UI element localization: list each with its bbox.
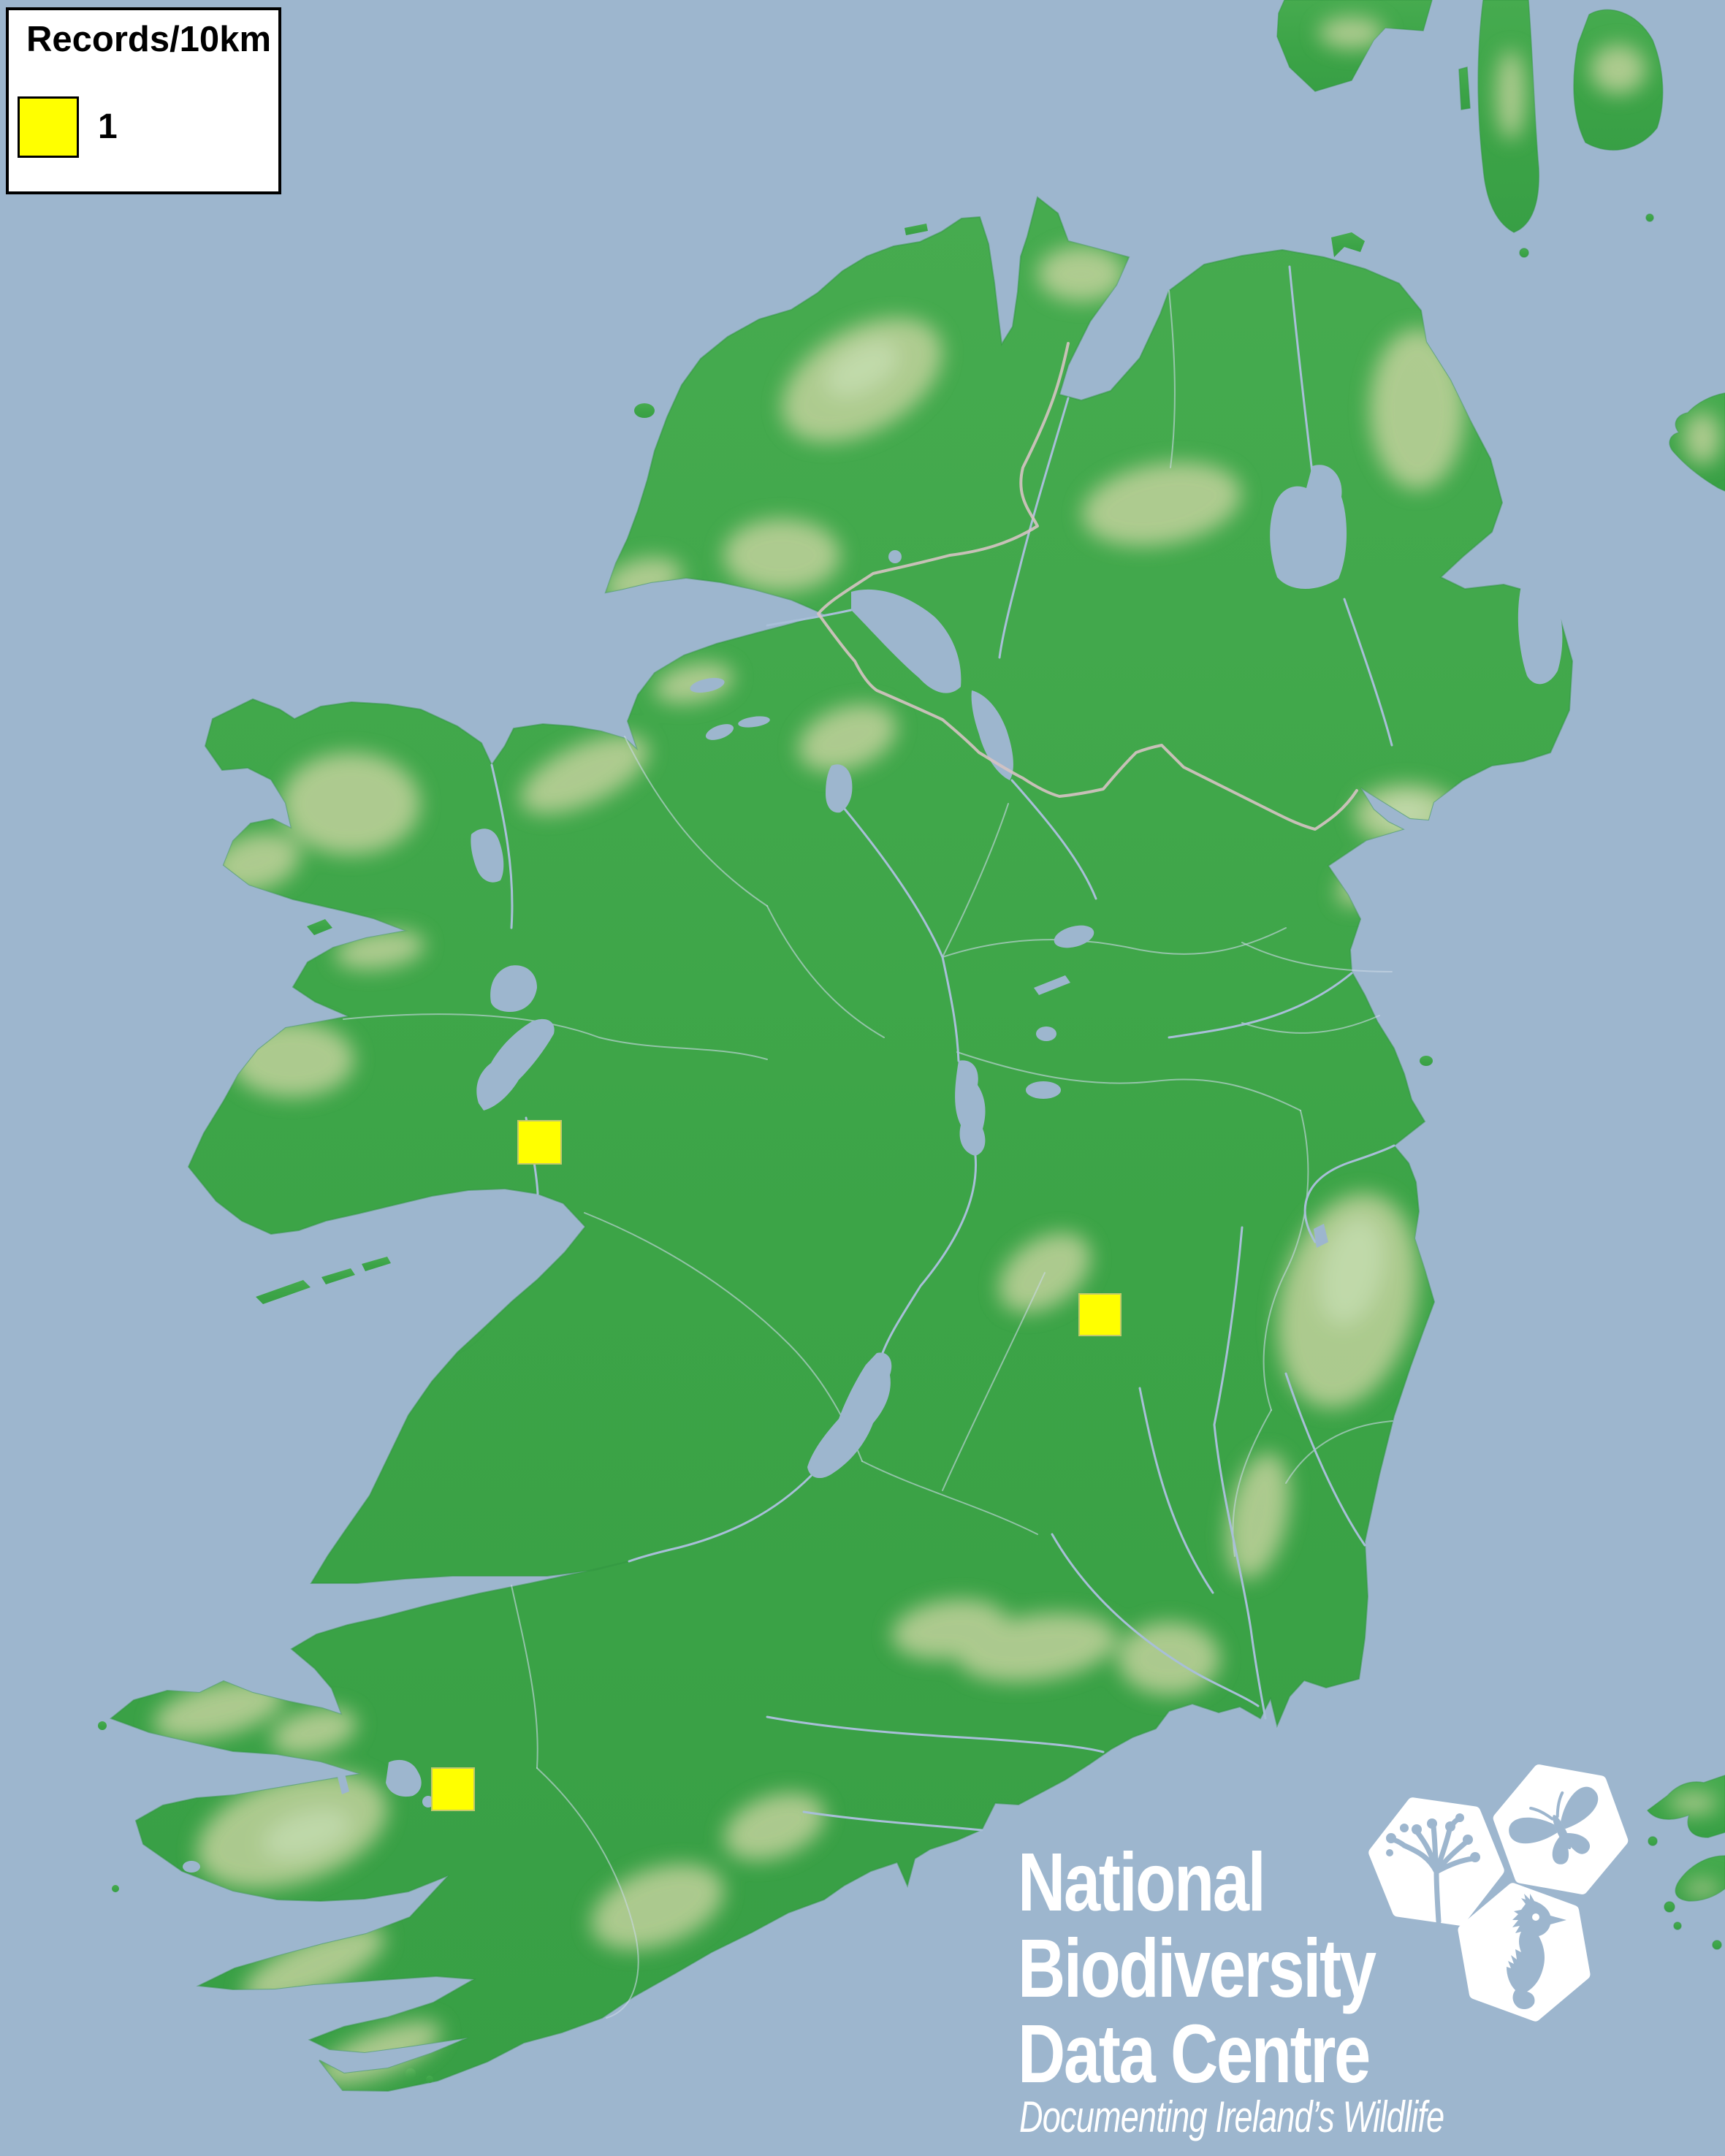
river-suir bbox=[1051, 1533, 1260, 1707]
ailsa-islet bbox=[1645, 213, 1654, 222]
river-moy bbox=[490, 763, 514, 929]
lough-currane bbox=[183, 1861, 200, 1873]
welsh-islet bbox=[1664, 1901, 1675, 1913]
river-barrow bbox=[1213, 1226, 1267, 1720]
aran-island bbox=[256, 1280, 311, 1304]
lough-conn bbox=[471, 829, 504, 883]
killarney-lakes bbox=[386, 1759, 422, 1797]
logo-line-2: Biodiversity bbox=[1018, 1921, 1376, 2014]
clare-island bbox=[307, 919, 332, 935]
welsh-islet bbox=[1712, 1940, 1722, 1950]
lough-neagh bbox=[1270, 465, 1347, 590]
legend-box: Records/10km 1 bbox=[6, 7, 281, 194]
sanda-islet bbox=[1519, 248, 1529, 258]
lough-derg bbox=[807, 1352, 892, 1479]
lough-allen bbox=[826, 764, 853, 813]
river-boyne bbox=[1168, 972, 1353, 1039]
river-liffey bbox=[1303, 1144, 1395, 1243]
lough-corrib bbox=[476, 1018, 555, 1111]
lower-lough-erne bbox=[851, 589, 961, 693]
tory-island bbox=[905, 224, 928, 235]
nbdc-logo-text: National Biodiversity Data Centre Docume… bbox=[1018, 1835, 1444, 2141]
river-bann bbox=[1288, 265, 1393, 747]
legend-count: 1 bbox=[98, 107, 118, 146]
river-erne bbox=[766, 609, 1097, 900]
river-nore bbox=[1138, 1387, 1214, 1594]
caragh-lake bbox=[338, 1774, 349, 1794]
lough-melvin bbox=[690, 677, 725, 693]
clear-islet bbox=[405, 2068, 416, 2079]
welsh-islet bbox=[1673, 1921, 1682, 1930]
upper-lough-erne bbox=[971, 690, 1013, 780]
lough-derg-donegal bbox=[888, 550, 902, 563]
lough-gill bbox=[705, 724, 734, 740]
river-shannon bbox=[628, 802, 978, 1563]
record-marker[interactable] bbox=[517, 1120, 562, 1165]
plant-sprig-icon bbox=[1368, 1797, 1504, 1926]
lough-sheelin bbox=[1054, 925, 1094, 948]
gigha-islet bbox=[1458, 66, 1471, 110]
strangford-lough bbox=[1518, 579, 1563, 685]
lough-macnean bbox=[738, 716, 770, 728]
welsh-islet bbox=[1648, 1836, 1658, 1846]
record-marker[interactable] bbox=[431, 1767, 475, 1811]
river-slaney bbox=[1284, 1372, 1366, 1547]
lough-mask bbox=[490, 965, 537, 1012]
ni-border bbox=[817, 342, 1358, 831]
aran-island bbox=[362, 1257, 391, 1271]
arranmore-island bbox=[634, 403, 655, 418]
rathlin-island bbox=[1331, 232, 1365, 257]
lough-owel bbox=[1036, 1026, 1056, 1041]
lambay-islet bbox=[1420, 1056, 1433, 1066]
clear-islet bbox=[426, 2076, 433, 2083]
logo-tagline: Documenting Ireland’s Wildlife bbox=[1019, 2093, 1444, 2142]
seahorse-icon bbox=[1458, 1883, 1591, 2022]
irish-islands bbox=[98, 224, 1433, 2083]
legend-title: Records/10km bbox=[26, 20, 272, 59]
record-marker[interactable] bbox=[1078, 1293, 1122, 1336]
logo-line-1: National bbox=[1018, 1835, 1264, 1928]
lakes bbox=[183, 465, 1563, 1873]
rivers bbox=[490, 265, 1395, 1832]
river-blackwater bbox=[766, 1715, 1105, 1753]
aran-island bbox=[321, 1268, 355, 1284]
lough-derravaragh bbox=[1034, 975, 1070, 995]
record-markers bbox=[431, 1120, 1122, 1811]
blessington-lake bbox=[1314, 1224, 1328, 1248]
blasket-islet bbox=[98, 1721, 107, 1730]
lough-ennell bbox=[1026, 1081, 1061, 1099]
butterfly-icon bbox=[1493, 1764, 1629, 1894]
logo-line-3: Data Centre bbox=[1018, 2007, 1369, 2100]
legend-swatch bbox=[18, 96, 79, 158]
lough-ree bbox=[955, 1060, 986, 1156]
river-foyle bbox=[998, 397, 1070, 659]
river-lee bbox=[802, 1810, 983, 1832]
nbdc-logo-hexagons bbox=[1368, 1764, 1629, 2022]
skellig-islet bbox=[112, 1885, 119, 1892]
